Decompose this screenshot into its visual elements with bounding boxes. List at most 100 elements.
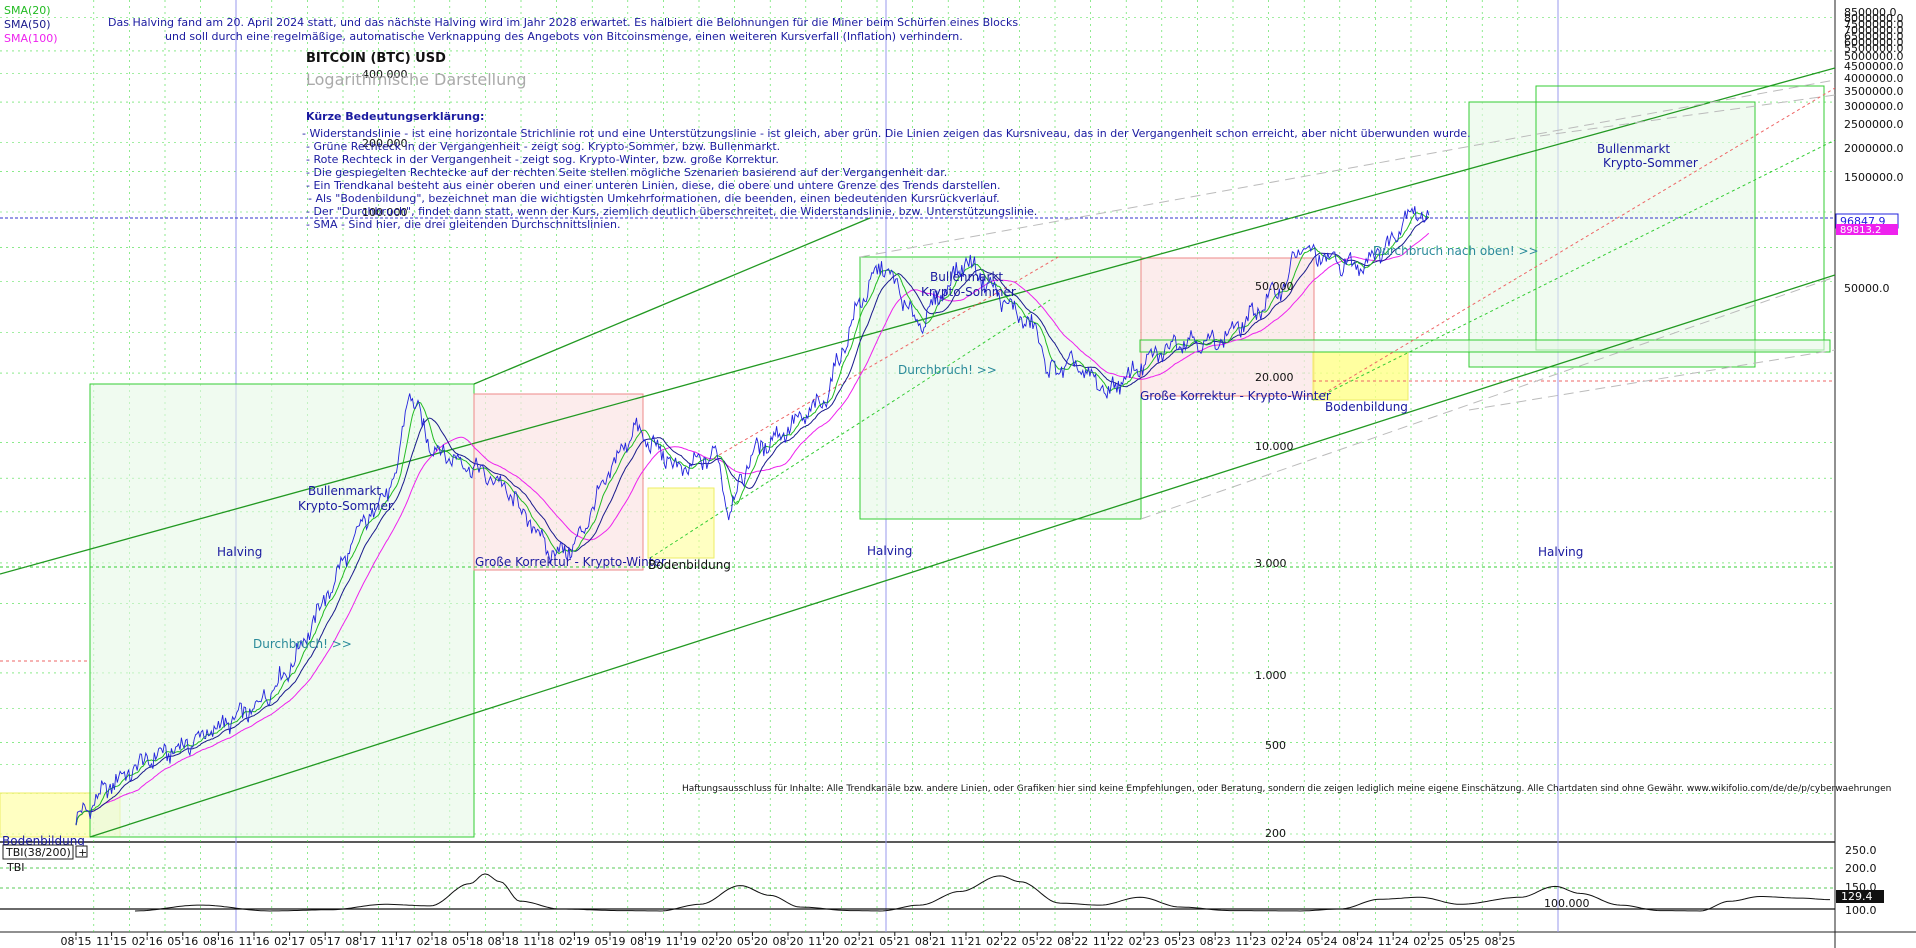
tbi-short-label: TBI <box>6 861 25 874</box>
right-y-axis: 850000.08000000.07500000.07000000.065000… <box>1844 6 1904 295</box>
bull-label-2025: Bullenmarkt <box>1597 142 1670 156</box>
x-tick-label: 11'24 <box>1378 935 1409 948</box>
x-tick-label: 05'18 <box>452 935 483 948</box>
halving-note-line1: Das Halving fand am 20. April 2024 statt… <box>108 16 1018 29</box>
projection-green-2 <box>1312 139 1835 401</box>
x-tick-label: 08'23 <box>1200 935 1231 948</box>
chart-title: BITCOIN (BTC) USD <box>306 51 446 66</box>
bottom-box-2022 <box>1312 351 1409 401</box>
bull-box-2020 <box>859 256 1142 520</box>
y-right-label: 850000.0 <box>1844 6 1897 19</box>
y-label-20000: 20.000 <box>1255 371 1294 384</box>
bull-sub-label-2021: Krypto-Sommer <box>921 285 1016 299</box>
tbi-value-label: 129.4 <box>1841 890 1873 903</box>
x-tick-label: 02'16 <box>132 935 163 948</box>
y-right-label: 5000000.0 <box>1844 50 1904 63</box>
projection-red-2 <box>1312 87 1835 401</box>
projection-grey-2 <box>1140 276 1835 520</box>
durchbruch-label-2016: Durchbruch! >> <box>253 637 352 651</box>
y-right-label: 3000000.0 <box>1844 100 1904 113</box>
trend-upper-short <box>473 217 871 385</box>
bodenbildung-label-2019: Bodenbildung <box>648 558 731 572</box>
bull-box-2024 <box>1468 101 1756 368</box>
explanation-line-3: - Rote Rechteck in der Vergangenheit - z… <box>306 153 779 166</box>
explanation-heading: Kürze Bedeutungserklärung: <box>306 110 484 123</box>
y-label-400000: 400.000 <box>362 68 408 81</box>
explanation-line-6: - Als "Bodenbildung", bezeichnet man die… <box>308 192 1000 205</box>
bottom-box-2019 <box>647 487 715 559</box>
x-tick-label: 05'25 <box>1449 935 1480 948</box>
trend-lower-line <box>89 274 1835 838</box>
x-tick-label: 08'17 <box>345 935 376 948</box>
x-tick-label: 11'15 <box>96 935 127 948</box>
sma20-legend: SMA(20) <box>4 4 51 17</box>
sma100-legend: SMA(100) <box>4 32 58 45</box>
x-tick-label: 05'20 <box>737 935 768 948</box>
bull-box-2024-lower <box>1139 339 1831 353</box>
x-tick-label: 02'21 <box>844 935 875 948</box>
x-tick-label: 05'23 <box>1164 935 1195 948</box>
x-tick-label: 11'17 <box>381 935 412 948</box>
durchbruch-label-2020: Durchbruch! >> <box>898 363 997 377</box>
explanation-line-7: - Der "Durchbruch", findet dann statt, w… <box>306 205 1037 218</box>
x-tick-label: 11'20 <box>808 935 839 948</box>
bull-box-2015 <box>89 383 475 838</box>
x-tick-label: 11'21 <box>950 935 981 948</box>
tbi-add-icon[interactable]: + <box>78 846 87 859</box>
x-tick-label: 11'16 <box>238 935 269 948</box>
halving-label-2024: Halving <box>1538 545 1583 559</box>
x-tick-label: 05'24 <box>1306 935 1337 948</box>
tbi-axis-150: 150.0 <box>1845 881 1877 894</box>
tbi-level-label: 100.000 <box>1544 897 1590 910</box>
tbi-line <box>134 873 1830 912</box>
bull-sub-label-2017: Krypto-Sommer. <box>298 499 396 513</box>
x-tick-label: 02'18 <box>416 935 447 948</box>
y-label-50000: 50.000 <box>1255 280 1294 293</box>
y-right-label: 8000000.0 <box>1844 12 1904 25</box>
y-label-200: 200 <box>1265 827 1286 840</box>
x-tick-label: 08'15 <box>60 935 91 948</box>
x-tick-label: 08'22 <box>1057 935 1088 948</box>
tbi-axis-200: 200.0 <box>1845 862 1877 875</box>
chart-subtitle: Logarithmische Darstellung <box>306 70 527 89</box>
current-price-labels: 96847.9 89813.2 <box>1835 213 1899 236</box>
y-right-label: 7500000.0 <box>1844 18 1904 31</box>
x-tick-label: 02'19 <box>559 935 590 948</box>
explanation-line-2: - Grüne Rechteck in der Vergangenheit - … <box>306 140 780 153</box>
y-right-label: 4500000.0 <box>1844 60 1904 73</box>
projection-green-1 <box>649 299 1051 559</box>
y-label-500: 500 <box>1265 739 1286 752</box>
projection-grey-4 <box>1539 94 1835 137</box>
y-label-1000: 1.000 <box>1255 669 1287 682</box>
x-tick-label: 08'20 <box>772 935 803 948</box>
y-right-label: 7000000.0 <box>1844 24 1904 37</box>
x-tick-label: 02'20 <box>701 935 732 948</box>
explanation-line-1: - Widerstandslinie - ist eine horizontal… <box>302 127 1471 140</box>
y-right-label: 50000.0 <box>1844 282 1890 295</box>
durchbruch-oben-label: Durchbruch nach oben! >> <box>1373 244 1539 258</box>
x-axis: 08'15 11'15 02'16 05'16 08'16 11'16 02'17 05'17… <box>60 932 1516 948</box>
chart-annotations: Halving Halving Halving Bullenmarkt Kryp… <box>2 142 1891 848</box>
x-tick-label: 08'16 <box>203 935 234 948</box>
tbi-axis-100: 100.0 <box>1845 904 1877 917</box>
bodenbildung-label-2022: Bodenbildung <box>1325 400 1408 414</box>
y-right-label: 6500000.0 <box>1844 30 1904 43</box>
y-right-label: 3500000.0 <box>1844 85 1904 98</box>
bull-sub-label-2025: Krypto-Sommer <box>1603 156 1698 170</box>
y-label-100000: 100.000 <box>362 206 408 219</box>
x-tick-label: 08'18 <box>488 935 519 948</box>
x-tick-label: 08'25 <box>1484 935 1515 948</box>
x-tick-label: 02'24 <box>1271 935 1302 948</box>
x-tick-label: 05'17 <box>310 935 341 948</box>
sma20-line <box>75 212 1430 826</box>
tbi-add-button[interactable] <box>75 845 88 858</box>
explanation-line-8: - SMA - Sind hier, die drei gleitenden D… <box>306 218 621 231</box>
y-right-label: 4000000.0 <box>1844 72 1904 85</box>
x-tick-label: 02'17 <box>274 935 305 948</box>
y-right-label: 5500000.0 <box>1844 42 1904 55</box>
x-tick-label: 05'19 <box>594 935 625 948</box>
indicator-panel: TBI(38/200) + TBI 100.000 129.4 250.0 20… <box>0 844 1884 917</box>
x-tick-label: 02'25 <box>1413 935 1444 948</box>
projection-grey-3 <box>1468 349 1835 411</box>
